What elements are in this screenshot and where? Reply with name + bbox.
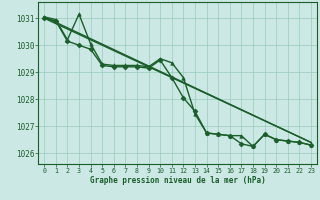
X-axis label: Graphe pression niveau de la mer (hPa): Graphe pression niveau de la mer (hPa) [90, 176, 266, 185]
